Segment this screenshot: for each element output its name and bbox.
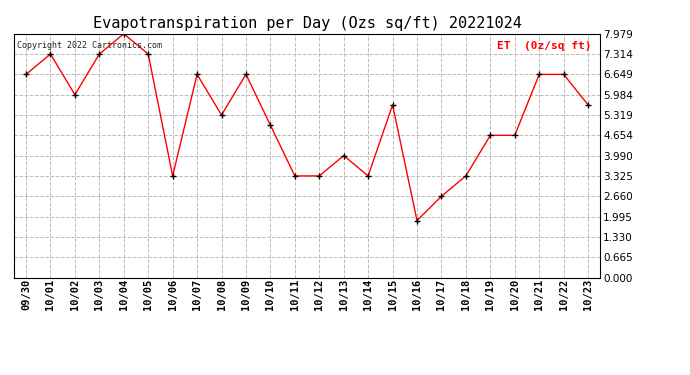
Text: Copyright 2022 Cartronics.com: Copyright 2022 Cartronics.com — [17, 41, 161, 50]
Title: Evapotranspiration per Day (Ozs sq/ft) 20221024: Evapotranspiration per Day (Ozs sq/ft) 2… — [92, 16, 522, 31]
Text: ET  (0z/sq ft): ET (0z/sq ft) — [497, 41, 591, 51]
